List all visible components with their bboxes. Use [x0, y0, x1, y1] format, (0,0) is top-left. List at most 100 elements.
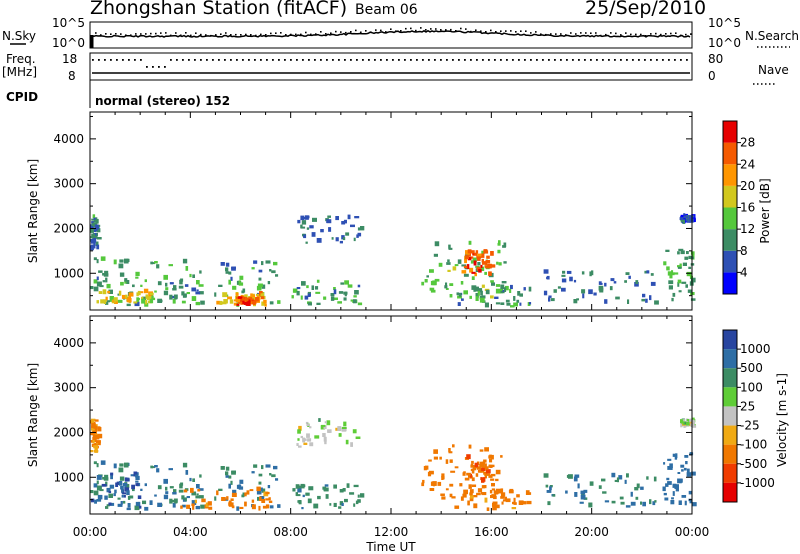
nave-point	[98, 59, 100, 61]
y-tick-label: 1000	[53, 266, 84, 280]
velocity-cell	[126, 490, 130, 496]
power-cell	[144, 279, 147, 283]
power-cell	[447, 259, 450, 262]
power-cell	[257, 283, 263, 287]
velocity-cell	[344, 498, 348, 503]
velocity-cell	[491, 454, 494, 460]
power-cell	[498, 240, 501, 244]
nave-point	[290, 59, 292, 61]
power-cell	[333, 289, 337, 295]
velocity-cell	[670, 500, 675, 505]
velocity-colorbar-segment	[723, 387, 737, 407]
power-cell	[650, 281, 656, 286]
power-cell	[690, 277, 696, 283]
velocity-cell	[620, 501, 625, 505]
power-cell	[430, 289, 436, 293]
velocity-cell	[566, 474, 572, 478]
nsearch-point	[345, 31, 347, 34]
velocity-cell	[667, 466, 672, 470]
velocity-cell	[624, 479, 627, 484]
velocity-cell	[144, 506, 149, 511]
velocity-cell	[113, 463, 117, 469]
velocity-cell	[307, 498, 312, 504]
power-cell	[473, 260, 477, 266]
nsearch-point	[595, 32, 597, 34]
power-cell	[476, 266, 481, 271]
power-cell	[343, 291, 348, 295]
velocity-cell	[238, 486, 244, 490]
velocity-cell	[686, 468, 690, 473]
nave-point	[212, 59, 214, 61]
velocity-cell	[90, 450, 94, 453]
nsearch-point	[240, 34, 242, 36]
power-cell	[360, 226, 365, 231]
velocity-cell	[543, 473, 549, 478]
power-cell	[482, 261, 487, 265]
velocity-cell	[513, 502, 517, 505]
velocity-cell	[686, 424, 690, 427]
power-cell	[184, 284, 189, 287]
power-cell	[118, 263, 124, 269]
power-cell	[591, 270, 594, 276]
velocity-cell	[464, 477, 470, 481]
velocity-cell	[191, 503, 195, 507]
velocity-cell	[268, 497, 271, 501]
power-cell	[250, 293, 253, 298]
power-cell	[502, 289, 506, 292]
velocity-cell	[353, 484, 359, 488]
power-cell	[434, 278, 440, 282]
power-cell	[93, 286, 99, 292]
power-cell	[356, 234, 359, 238]
power-cell	[342, 237, 346, 241]
power-cell	[121, 294, 127, 299]
nsearch-point	[485, 31, 487, 33]
nsearch-point	[135, 33, 137, 35]
velocity-cell	[329, 503, 332, 506]
power-cell	[238, 282, 244, 286]
velocity-cell	[468, 484, 472, 489]
power-cell	[337, 301, 342, 304]
velocity-cell	[118, 467, 124, 473]
velocity-cell	[93, 425, 98, 429]
power-cell	[256, 293, 260, 296]
power-cell	[690, 298, 696, 301]
velocity-cell	[297, 485, 302, 488]
nave-point	[200, 59, 202, 61]
velocity-cell	[441, 496, 446, 500]
nsearch-point	[255, 34, 257, 37]
power-cell	[683, 215, 689, 219]
power-cell	[303, 234, 307, 239]
nave-point	[332, 59, 334, 61]
power-cell	[228, 279, 231, 285]
velocity-cell	[322, 433, 326, 437]
nsearch-point	[470, 30, 472, 33]
power-cell	[484, 271, 487, 275]
velocity-cell	[249, 489, 254, 492]
power-cell	[641, 298, 645, 302]
nsearch-point	[225, 32, 227, 34]
power-cell	[477, 257, 481, 261]
velocity-cell	[140, 488, 143, 491]
power-cell	[357, 302, 363, 306]
velocity-cell	[151, 466, 155, 469]
velocity-cell	[296, 494, 301, 497]
velocity-cell	[689, 418, 693, 422]
nsearch-point	[530, 32, 532, 34]
freq-tick-top: 18	[62, 52, 77, 66]
nave-point	[644, 59, 646, 61]
velocity-cell	[646, 476, 649, 480]
power-cell	[687, 289, 693, 293]
nsearch-point	[575, 33, 577, 35]
nsearch-point	[165, 32, 167, 34]
power-cell	[682, 262, 687, 266]
x-tick-label: 04:00	[173, 525, 208, 539]
velocity-cell	[317, 495, 321, 500]
power-cell	[169, 282, 174, 285]
velocity-cell	[179, 483, 183, 489]
power-cell	[434, 241, 440, 247]
power-cell	[475, 286, 479, 292]
nave-point	[476, 59, 478, 61]
nave-point	[242, 59, 244, 61]
nave-point	[188, 59, 190, 61]
nsearch-point	[515, 31, 517, 33]
